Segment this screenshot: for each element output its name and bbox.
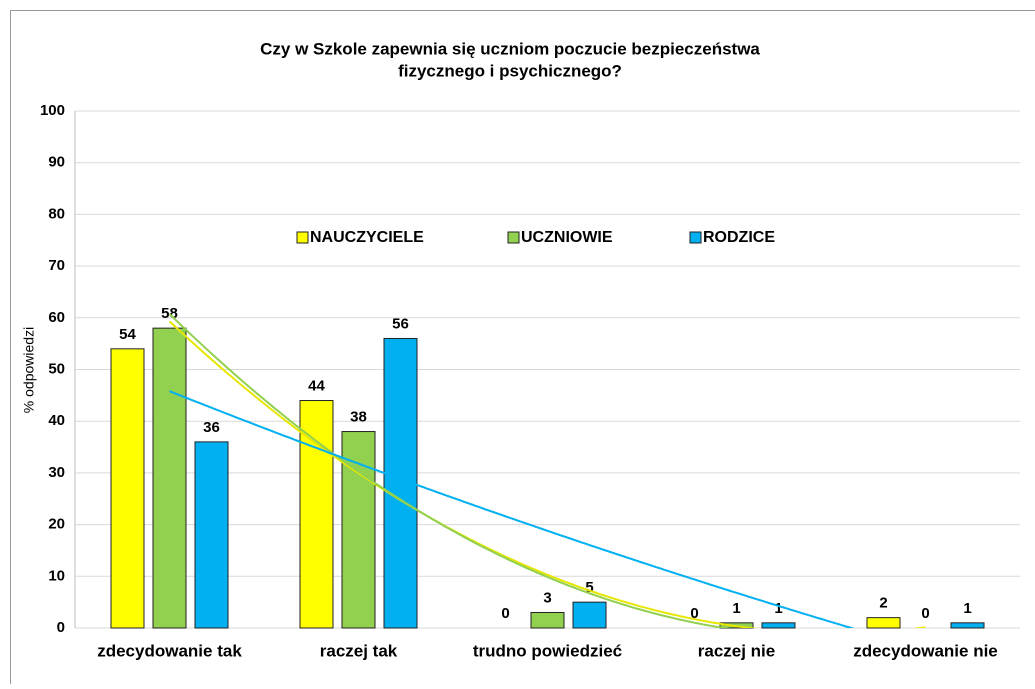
data-label: 54 <box>119 326 136 343</box>
y-axis-label: % odpowiedzi <box>21 327 37 413</box>
x-tick-label: trudno powiedzieć <box>473 641 622 660</box>
x-tick-label: raczej tak <box>320 641 398 660</box>
legend-swatch <box>690 232 701 243</box>
data-label: 38 <box>350 409 367 426</box>
data-label: 1 <box>732 600 740 617</box>
data-label: 2 <box>879 595 887 612</box>
y-tick-label: 20 <box>48 516 65 533</box>
data-label: 0 <box>921 605 929 622</box>
y-tick-label: 40 <box>48 412 65 429</box>
y-tick-label: 30 <box>48 464 65 481</box>
y-tick-label: 60 <box>48 309 65 326</box>
bar <box>951 623 984 628</box>
y-tick-label: 10 <box>48 567 65 584</box>
bar <box>762 623 795 628</box>
y-tick-label: 100 <box>40 102 65 119</box>
y-tick-label: 0 <box>57 619 65 636</box>
bar <box>867 618 900 628</box>
data-label: 1 <box>774 600 782 617</box>
bar <box>573 602 606 628</box>
bar <box>531 612 564 628</box>
chart-title: fizycznego i psychicznego? <box>398 61 622 80</box>
y-tick-label: 50 <box>48 360 65 377</box>
y-tick-label: 90 <box>48 154 65 171</box>
x-tick-label: raczej nie <box>698 641 776 660</box>
data-label: 36 <box>203 419 220 436</box>
legend-label: UCZNIOWIE <box>521 229 613 246</box>
data-label: 56 <box>392 315 409 332</box>
x-tick-label: zdecydowanie nie <box>853 641 998 660</box>
data-label: 3 <box>543 589 551 606</box>
legend-label: NAUCZYCIELE <box>310 229 424 246</box>
bar <box>153 328 186 628</box>
bar <box>342 432 375 628</box>
data-label: 44 <box>308 377 325 394</box>
chart-title: Czy w Szkole zapewnia się uczniom poczuc… <box>260 39 760 58</box>
data-label: 1 <box>963 600 971 617</box>
y-tick-label: 70 <box>48 257 65 274</box>
data-label: 0 <box>501 605 509 622</box>
legend-label: RODZICE <box>703 229 775 246</box>
bar <box>111 349 144 628</box>
legend-swatch <box>297 232 308 243</box>
x-tick-label: zdecydowanie tak <box>97 641 242 660</box>
y-tick-label: 80 <box>48 205 65 222</box>
bar <box>195 442 228 628</box>
legend-swatch <box>508 232 519 243</box>
